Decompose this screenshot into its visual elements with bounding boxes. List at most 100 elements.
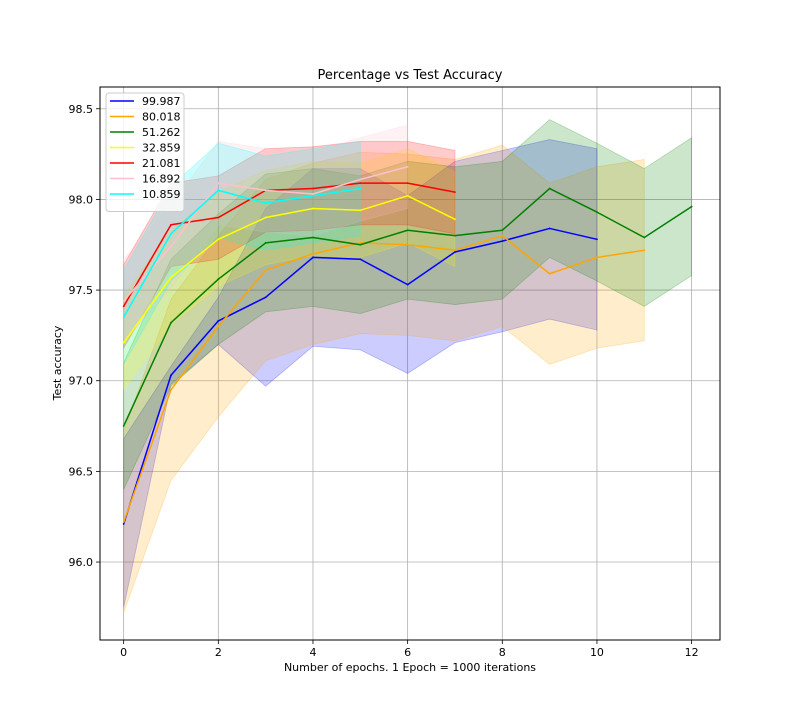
data-point bbox=[359, 187, 362, 190]
data-point bbox=[406, 165, 409, 168]
data-point bbox=[406, 229, 409, 232]
y-tick-label: 98.0 bbox=[69, 193, 94, 206]
data-point bbox=[122, 425, 125, 427]
legend-label-0: 99.987 bbox=[142, 95, 181, 108]
x-tick-label: 8 bbox=[499, 646, 506, 659]
data-point bbox=[217, 278, 220, 281]
data-point bbox=[170, 321, 172, 324]
data-point bbox=[359, 178, 362, 181]
data-point bbox=[122, 300, 125, 302]
series-line-4 bbox=[123, 182, 456, 307]
series-line-1 bbox=[122, 234, 645, 523]
data-point bbox=[217, 182, 220, 184]
data-point bbox=[122, 523, 125, 525]
data-point bbox=[359, 258, 362, 261]
data-point bbox=[312, 207, 314, 210]
data-point bbox=[548, 272, 551, 275]
data-point bbox=[312, 193, 314, 195]
series-line-6 bbox=[123, 187, 361, 318]
data-point bbox=[454, 234, 456, 237]
confidence-band-0 bbox=[123, 139, 598, 608]
data-point bbox=[264, 189, 267, 192]
data-point bbox=[170, 374, 172, 377]
x-tick-label: 2 bbox=[215, 646, 222, 659]
data-point bbox=[454, 191, 456, 194]
data-point bbox=[548, 187, 551, 190]
data-point bbox=[170, 232, 172, 235]
data-point bbox=[359, 242, 362, 244]
data-point bbox=[217, 325, 220, 328]
data-point bbox=[264, 242, 267, 244]
y-tick-label: 97.0 bbox=[69, 375, 94, 388]
x-tick-label: 10 bbox=[590, 646, 604, 659]
data-point bbox=[312, 236, 314, 239]
data-point bbox=[454, 249, 456, 252]
legend: 99.987 80.018 51.262 32.859 21.081 16.892 10.8… bbox=[105, 92, 185, 212]
x-axis-title: Number of epochs. 1 Epoch = 1000 iterati… bbox=[284, 661, 536, 674]
data-point bbox=[122, 305, 125, 308]
data-point bbox=[690, 205, 693, 208]
data-point bbox=[596, 238, 598, 241]
data-point bbox=[406, 283, 409, 286]
data-point bbox=[454, 251, 456, 253]
data-point bbox=[312, 194, 314, 197]
data-point bbox=[359, 182, 362, 184]
y-tick-label: 96.0 bbox=[69, 556, 94, 569]
data-point bbox=[217, 319, 220, 322]
data-point bbox=[217, 216, 220, 219]
data-point bbox=[122, 316, 125, 319]
grid bbox=[100, 87, 720, 640]
data-point bbox=[501, 240, 504, 243]
data-point bbox=[122, 521, 125, 524]
data-point bbox=[264, 216, 267, 219]
data-point bbox=[501, 234, 504, 237]
data-point bbox=[264, 296, 267, 299]
data-point bbox=[312, 256, 314, 259]
x-tick-label: 0 bbox=[120, 646, 127, 659]
x-tick-label: 4 bbox=[309, 646, 316, 659]
data-point bbox=[170, 245, 172, 248]
data-point bbox=[359, 209, 362, 212]
legend-label-3: 32.859 bbox=[142, 142, 181, 155]
data-point bbox=[643, 249, 646, 252]
confidence-band-3 bbox=[123, 148, 456, 392]
confidence-band-2 bbox=[123, 119, 693, 490]
confidence-band-1 bbox=[123, 144, 645, 613]
chart-title: Percentage vs Test Accuracy bbox=[318, 68, 503, 83]
data-point bbox=[406, 194, 409, 197]
data-point bbox=[454, 218, 456, 221]
plot-frame bbox=[99, 86, 721, 641]
axis-ticks: 0 2 4 6 8 10 12 96.0 96.5 97.0 97.5 98.0 98.5 bbox=[69, 103, 699, 659]
y-tick-label: 98.5 bbox=[69, 103, 94, 116]
data-point bbox=[170, 388, 172, 391]
legend-label-2: 51.262 bbox=[142, 126, 181, 139]
data-point bbox=[217, 238, 220, 241]
data-point bbox=[170, 223, 172, 226]
data-point bbox=[217, 189, 220, 192]
data-point bbox=[170, 276, 172, 279]
data-point bbox=[406, 182, 409, 184]
legend-frame bbox=[105, 92, 185, 212]
data-point bbox=[312, 187, 314, 190]
legend-label-1: 80.018 bbox=[142, 111, 181, 124]
data-point bbox=[548, 227, 551, 230]
data-point bbox=[359, 243, 362, 246]
data-point bbox=[643, 236, 646, 239]
legend-label-4: 21.081 bbox=[142, 157, 181, 170]
data-point bbox=[501, 229, 504, 232]
data-point bbox=[406, 243, 409, 246]
series-lines bbox=[122, 165, 693, 525]
confidence-band-5 bbox=[123, 124, 409, 344]
x-tick-label: 12 bbox=[685, 646, 699, 659]
data-point bbox=[596, 211, 598, 214]
data-point bbox=[312, 252, 314, 255]
confidence-band-4 bbox=[123, 140, 456, 350]
y-axis-title: Test accuracy bbox=[51, 325, 64, 401]
legend-label-5: 16.892 bbox=[142, 173, 181, 186]
data-point bbox=[596, 256, 598, 259]
data-point bbox=[264, 269, 267, 272]
legend-label-6: 10.859 bbox=[142, 188, 181, 201]
series-line-3 bbox=[123, 195, 456, 344]
y-tick-label: 97.5 bbox=[69, 284, 94, 297]
